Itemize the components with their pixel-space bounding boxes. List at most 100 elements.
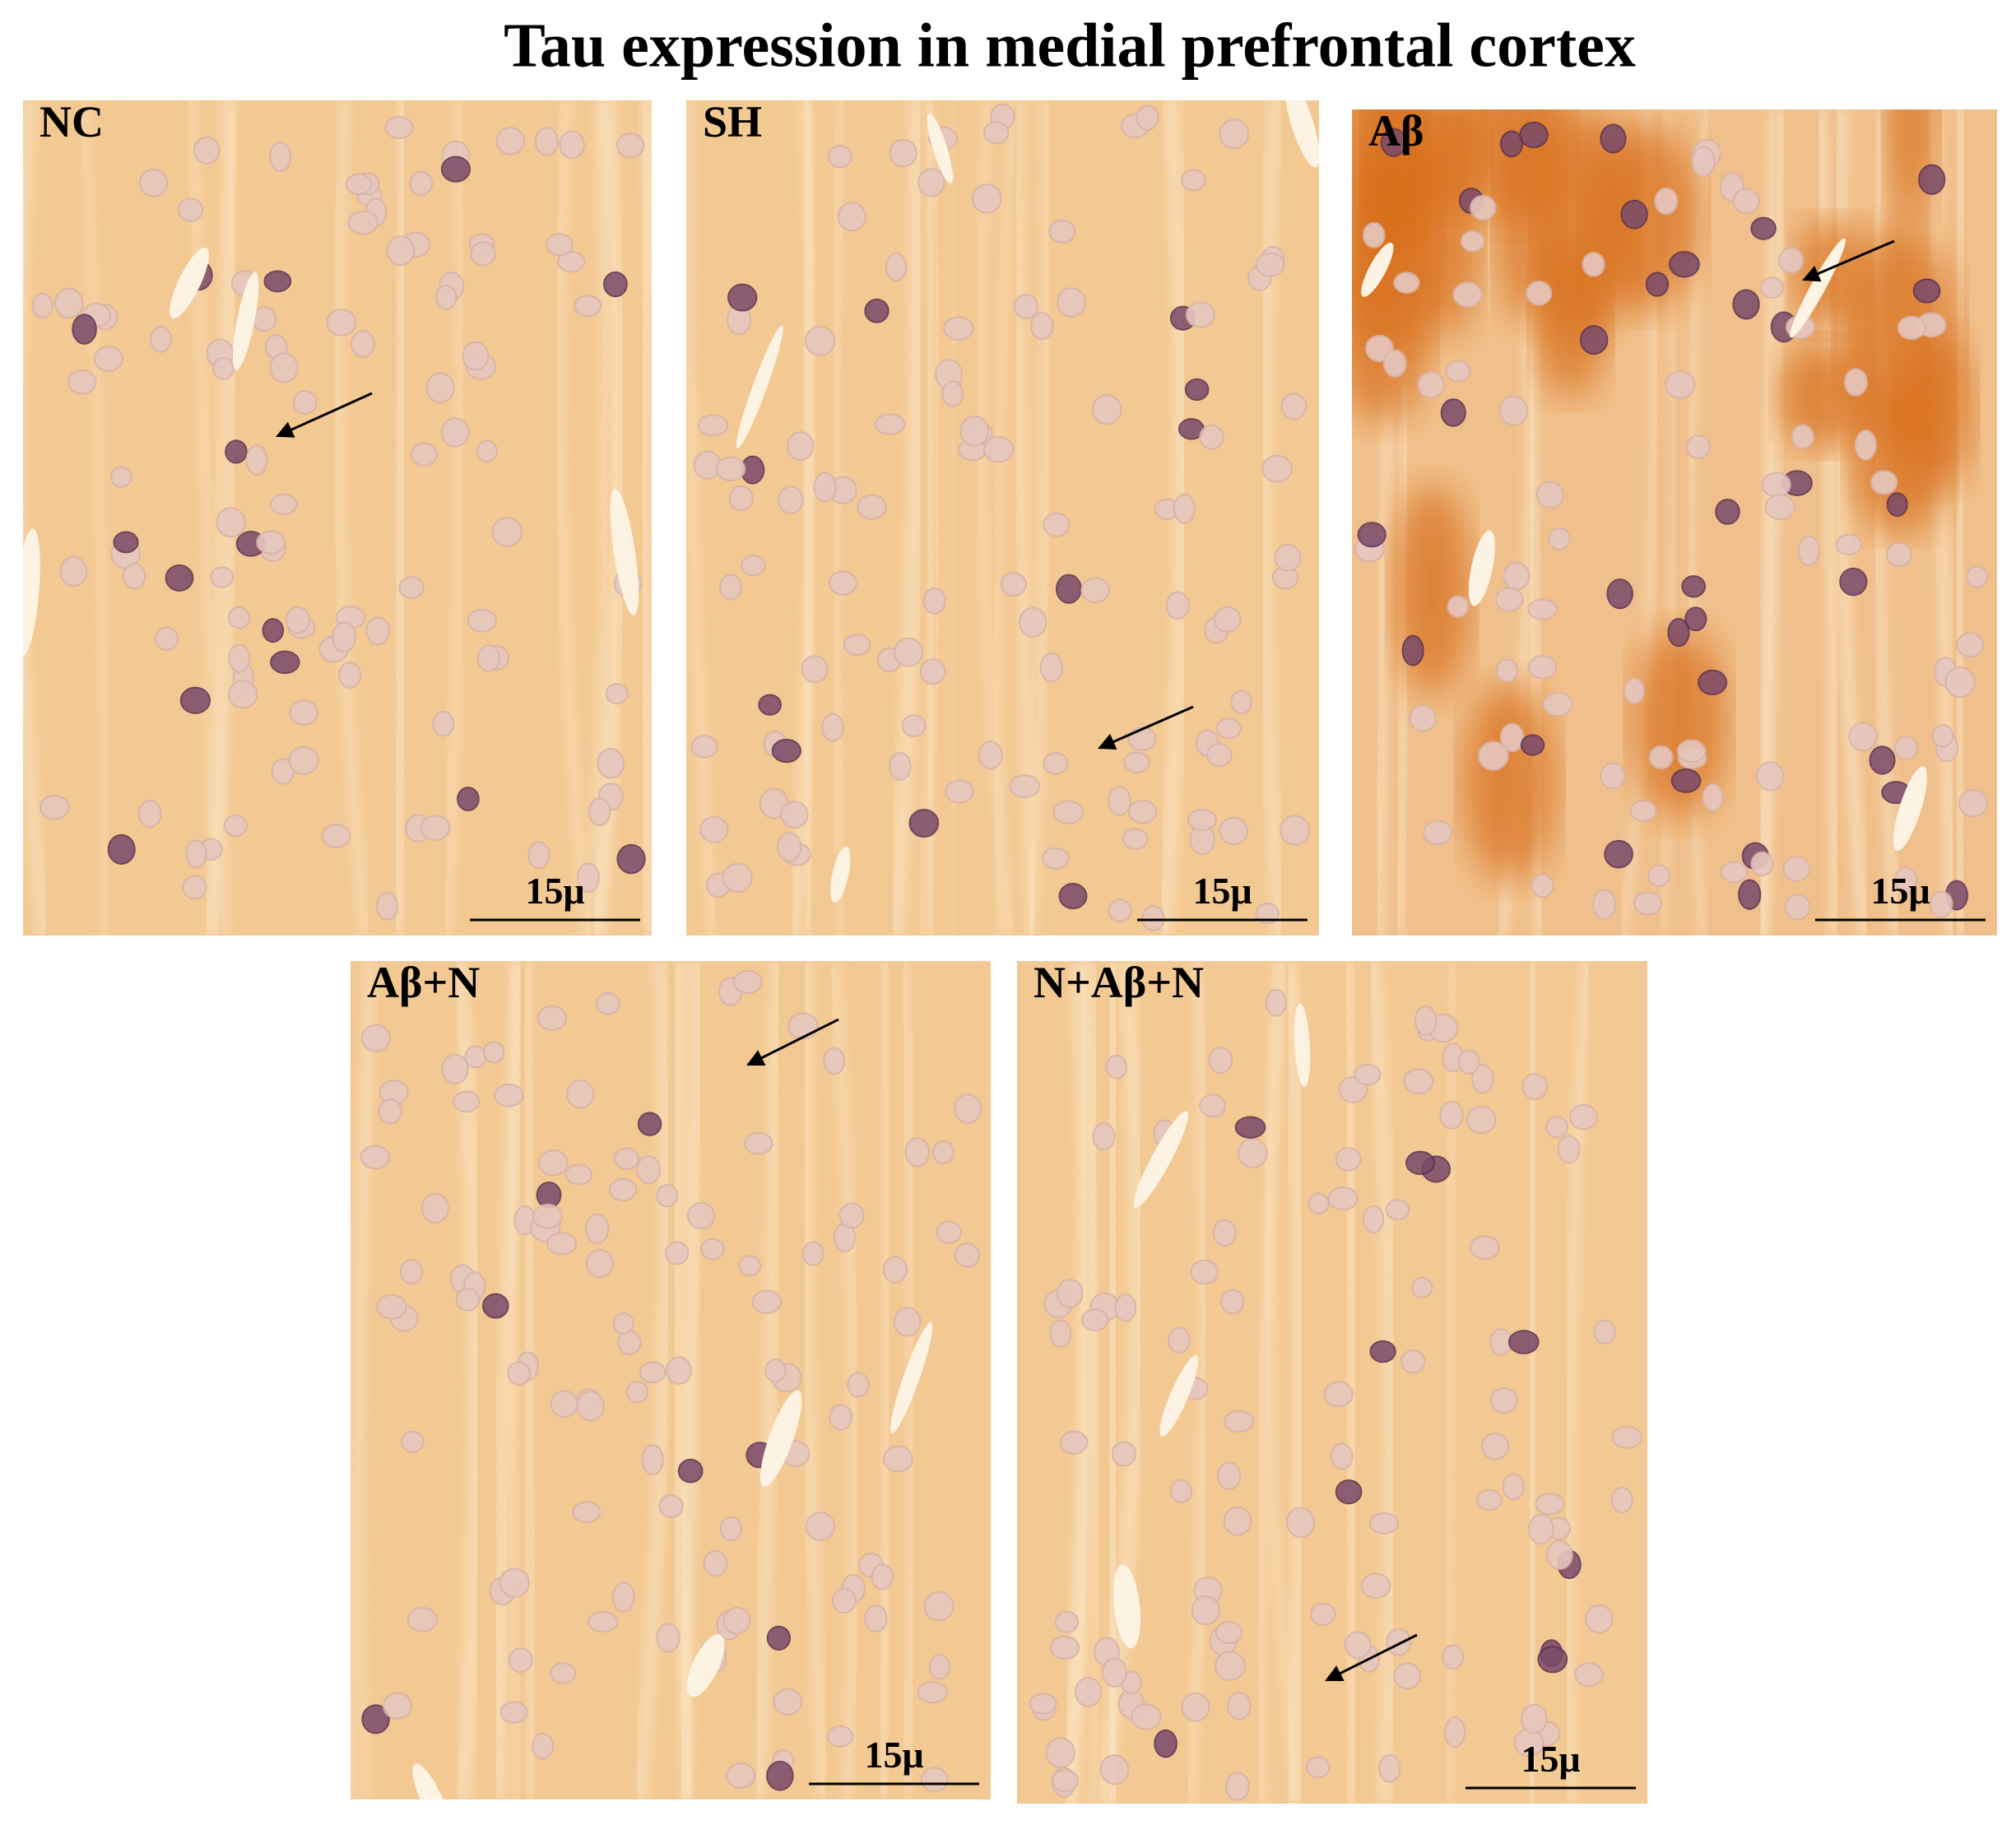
cell-nucleus: [805, 1512, 836, 1542]
cell-nucleus: [1274, 543, 1302, 572]
cell-nucleus: [1667, 618, 1690, 648]
cell-nucleus: [508, 1647, 533, 1674]
cell-nucleus: [1958, 788, 1988, 818]
cell-nucleus: [829, 1404, 853, 1431]
cell-nucleus: [326, 309, 357, 337]
cell-nucleus: [1629, 800, 1657, 822]
cell-nucleus: [919, 658, 946, 685]
cell-nucleus: [777, 832, 802, 862]
cell-nucleus: [1131, 1703, 1162, 1730]
cell-nucleus: [1782, 856, 1811, 882]
stain-patch: [1462, 682, 1557, 882]
cell-nucleus: [1215, 1620, 1243, 1645]
cell-nucleus: [821, 713, 844, 742]
cell-nucleus: [615, 132, 645, 159]
cell-nucleus: [1013, 294, 1038, 320]
cell-nucleus: [982, 121, 1010, 145]
cell-nucleus: [1535, 481, 1564, 509]
cell-nucleus: [1049, 1319, 1072, 1348]
cell-nucleus: [534, 127, 559, 156]
cell-nucleus: [1344, 1631, 1372, 1659]
cell-nucleus: [1507, 1330, 1540, 1354]
cell-nucleus: [1019, 606, 1047, 638]
arrow: [1802, 239, 1895, 282]
cell-nucleus: [1212, 1219, 1237, 1247]
cell-nucleus: [165, 564, 194, 592]
cell-nucleus: [1848, 722, 1878, 752]
cell-nucleus: [406, 1606, 438, 1632]
cell-nucleus: [453, 1090, 481, 1113]
tissue-streak: [444, 100, 465, 936]
cell-nucleus: [771, 738, 801, 764]
cell-nucleus: [843, 634, 871, 656]
vessel: [610, 488, 639, 616]
cell-nucleus: [532, 1203, 564, 1229]
cell-nucleus: [1074, 1677, 1103, 1707]
cell-nucleus: [1114, 1293, 1137, 1322]
panel-label: Aβ: [1368, 106, 1424, 156]
cell-nucleus: [179, 686, 211, 714]
cell-nucleus: [351, 330, 375, 359]
cell-nucleus: [228, 606, 251, 629]
cell-nucleus: [1894, 866, 1917, 894]
cell-nucleus: [1520, 734, 1545, 756]
cell-nucleus: [1885, 541, 1912, 568]
cell-nucleus: [1447, 595, 1470, 618]
micrograph-panel: Aβ 15μ: [1352, 106, 1997, 936]
vessel: [232, 272, 259, 370]
cell-nucleus: [889, 751, 912, 781]
cell-nucleus: [882, 1256, 908, 1284]
cell-nucleus: [1213, 606, 1242, 633]
arrow: [1325, 1633, 1418, 1682]
cell-nucleus: [440, 417, 470, 448]
cell-nucleus: [398, 576, 425, 599]
cell-nucleus: [786, 430, 815, 462]
cell-nucleus: [715, 456, 746, 482]
tissue-streak: [801, 961, 829, 1799]
tissue-streak: [1444, 961, 1458, 1804]
cell-nucleus: [743, 1131, 773, 1155]
cell-nucleus: [1205, 742, 1233, 768]
cell-nucleus: [1305, 1756, 1331, 1779]
cell-nucleus: [1219, 816, 1249, 846]
tissue-streak: [357, 961, 379, 1799]
cell-nucleus: [1600, 123, 1627, 154]
tissue-streak: [633, 961, 671, 1799]
cell-nucleus: [1944, 666, 1976, 698]
cell-nucleus: [585, 1248, 614, 1279]
cell-nucleus: [637, 1112, 662, 1136]
cell-nucleus: [847, 1372, 870, 1398]
cell-nucleus: [1353, 1063, 1382, 1086]
cell-nucleus: [1092, 1122, 1116, 1151]
cell-nucleus: [263, 270, 292, 293]
cell-nucleus: [1452, 281, 1483, 308]
cell-nucleus: [409, 170, 434, 197]
cell-nucleus: [1099, 1754, 1130, 1786]
cell-nucleus: [1414, 1005, 1438, 1036]
tissue-streak: [556, 100, 592, 936]
vessel: [1893, 766, 1927, 852]
cell-nucleus: [1041, 847, 1070, 870]
cell-nucleus: [831, 1587, 857, 1614]
cell-nucleus: [595, 992, 620, 1015]
cell-nucleus: [410, 442, 438, 467]
cell-nucleus: [722, 862, 753, 893]
cell-nucleus: [574, 295, 602, 318]
cell-nucleus: [1519, 121, 1549, 149]
cell-nucleus: [1764, 494, 1795, 520]
cell-nucleus: [864, 298, 890, 323]
stain-patch: [1496, 116, 1563, 325]
vessel: [1790, 238, 1846, 338]
cell-nucleus: [1494, 587, 1524, 612]
vessel: [1133, 1111, 1189, 1208]
cell-nucleus: [576, 862, 600, 894]
cell-nucleus: [476, 439, 498, 463]
vessel: [927, 114, 953, 183]
cell-nucleus: [382, 1692, 412, 1720]
cell-nucleus: [31, 292, 53, 318]
cell-nucleus: [1897, 315, 1926, 341]
cell-nucleus: [828, 570, 857, 596]
cell-nucleus: [1499, 722, 1525, 753]
cell-nucleus: [923, 1590, 955, 1622]
